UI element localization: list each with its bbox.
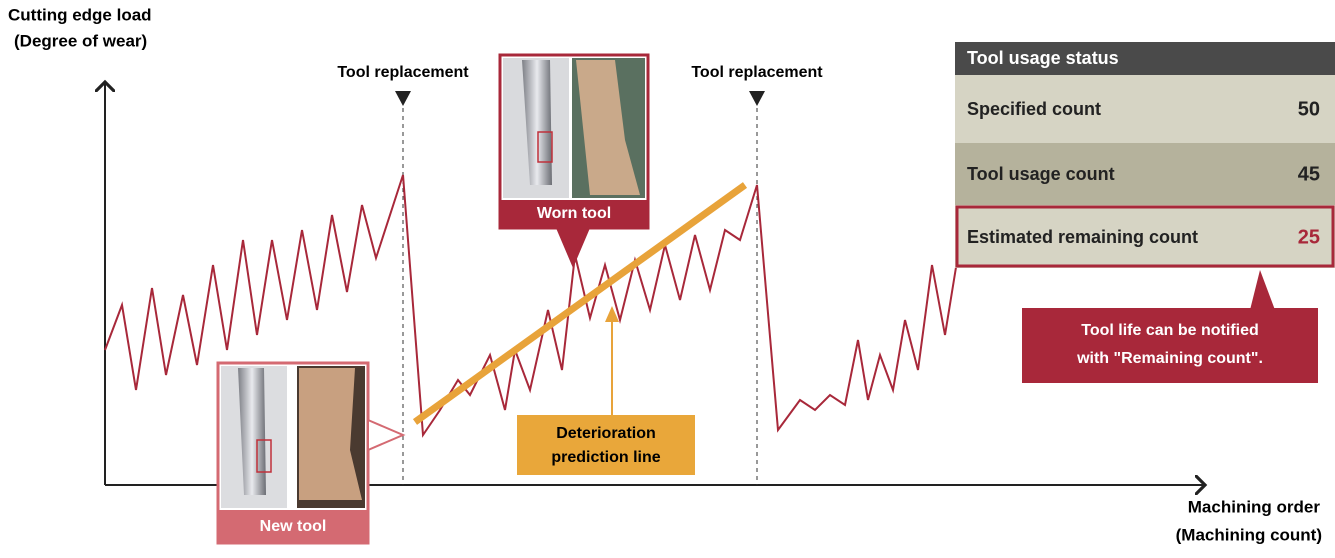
- row-value: 50: [1298, 98, 1320, 120]
- callout-text: with "Remaining count".: [1076, 350, 1263, 367]
- pointer: [1250, 270, 1275, 310]
- diagram: Cutting edge load (Degree of wear) Machi…: [0, 0, 1335, 553]
- marker: [749, 91, 765, 106]
- row-label: Specified count: [967, 99, 1101, 119]
- pointer: [556, 228, 590, 268]
- marker: [395, 91, 411, 106]
- row-value: 45: [1298, 163, 1320, 185]
- x-axis-label: Machining order: [1188, 497, 1321, 516]
- prediction-label: prediction line: [551, 449, 660, 466]
- x-axis-label: (Machining count): [1176, 525, 1322, 544]
- row-label: Tool usage count: [967, 164, 1115, 184]
- prediction-label: Deterioration: [556, 425, 656, 442]
- row-value: 25: [1298, 226, 1320, 248]
- row-label: Estimated remaining count: [967, 227, 1198, 247]
- panel-title: Tool usage status: [967, 48, 1119, 68]
- pointer: [368, 420, 403, 450]
- callout-box: [1022, 308, 1318, 383]
- y-axis-label: (Degree of wear): [14, 31, 147, 50]
- y-axis-label: Cutting edge load: [8, 5, 152, 24]
- new-tool-label: New tool: [260, 518, 327, 535]
- callout-text: Tool life can be notified: [1081, 322, 1258, 339]
- replacement-label: Tool replacement: [691, 64, 823, 81]
- worn-tool-label: Worn tool: [537, 205, 611, 222]
- replacement-label: Tool replacement: [337, 64, 469, 81]
